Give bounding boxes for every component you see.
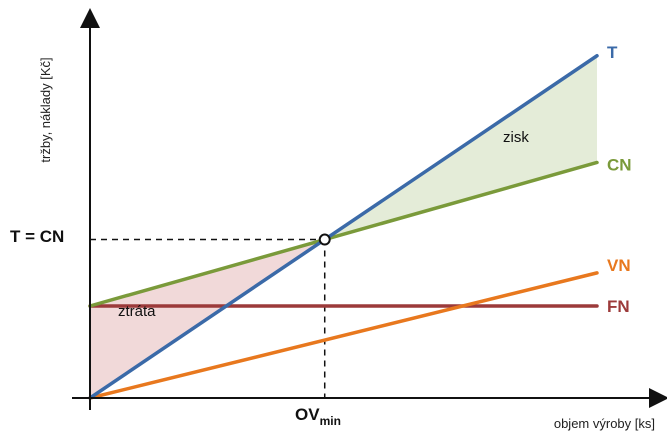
breakeven-y-label: T = CN [10,227,64,246]
series-label-vn: VN [607,256,631,275]
breakeven-guides [90,238,326,398]
series-line-vn [88,271,599,400]
series-line-t [88,54,599,400]
series-labels: T CN VN FN [607,43,632,316]
breakeven-x-label-sub: min [320,414,341,428]
series-label-t: T [607,43,618,62]
breakeven-x-label-main: OV [295,405,320,424]
x-axis-title: objem výroby [ks] [554,416,655,431]
breakeven-point [318,233,331,246]
series-line-cn [88,160,599,308]
series-lines [88,54,599,400]
loss-label: ztráta [118,303,156,320]
breakeven-x-label: OVmin [295,405,341,428]
series-label-cn: CN [607,155,632,174]
y-axis-title: tržby, náklady [Kč] [38,57,53,162]
profit-label: zisk [503,129,529,146]
breakeven-point-group [318,233,331,246]
series-label-fn: FN [607,297,630,316]
